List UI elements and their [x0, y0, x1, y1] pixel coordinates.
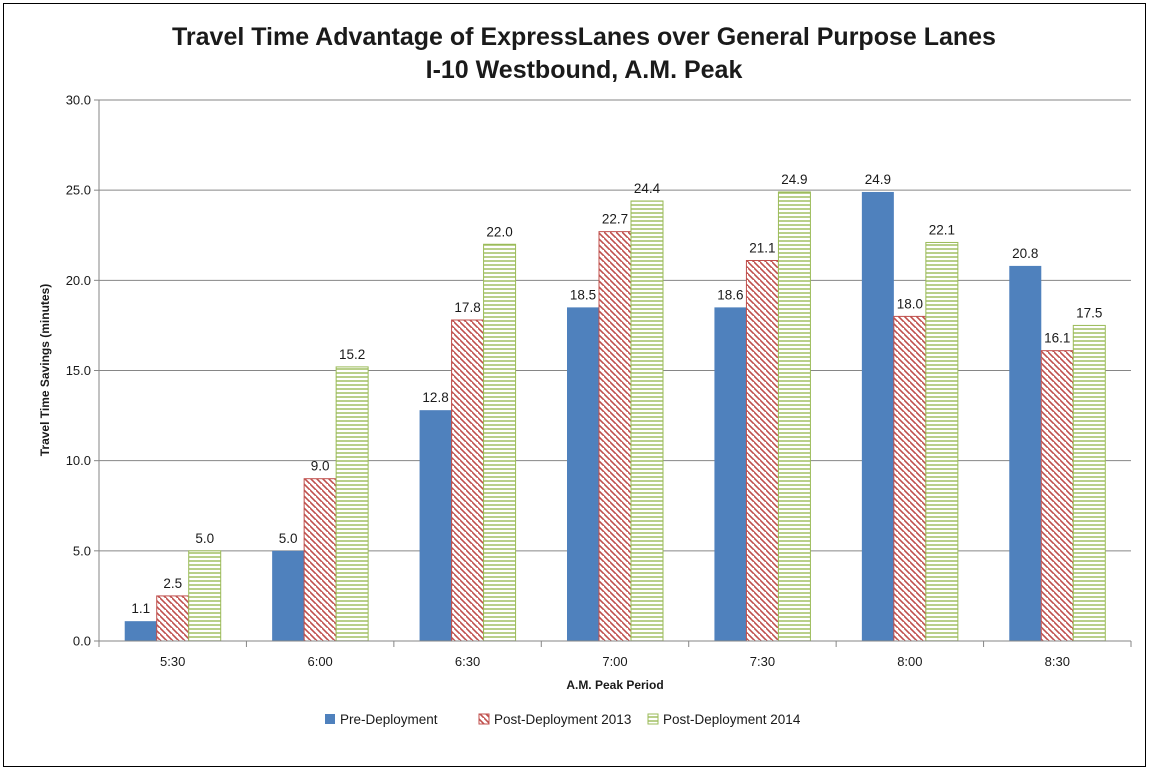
bar-post-deployment-2013-730: [745, 259, 779, 642]
bar-post-deployment-2014-730: [777, 191, 811, 642]
x-tick-label: 5:30: [160, 654, 185, 669]
data-label: 24.9: [865, 172, 891, 187]
data-label: 22.1: [929, 222, 955, 237]
bar-pre-deployment-600: [272, 550, 305, 641]
data-label: 9.0: [311, 459, 330, 474]
legend: Pre-Deployment Post-Deployment 2013 Post-D…: [325, 712, 801, 727]
legend-label: Post-Deployment 2014: [663, 712, 801, 727]
data-label: 22.7: [602, 212, 628, 227]
chart-subtitle: I-10 Westbound, A.M. Peak: [426, 56, 743, 84]
y-tick-label: 0.0: [73, 634, 91, 649]
x-tick-label: 8:30: [1045, 654, 1070, 669]
chart-title: Travel Time Advantage of ExpressLanes ov…: [172, 23, 996, 51]
x-tick-label: 6:00: [307, 654, 332, 669]
data-label: 12.8: [422, 390, 448, 405]
y-tick-label: 5.0: [73, 543, 91, 558]
bars: [124, 191, 1106, 642]
bar-post-deployment-2013-800: [893, 315, 927, 642]
x-axis-ticks: 5:30 6:00 6:30 7:00 7:30 8:00 8:30: [98, 641, 1132, 669]
bar-post-deployment-2014-830: [1072, 324, 1106, 642]
bar-chart: Travel Time Advantage of ExpressLanes ov…: [38, 23, 1132, 727]
chart-frame: Travel Time Advantage of ExpressLanes ov…: [3, 3, 1146, 767]
bar-post-deployment-2014-700: [630, 200, 664, 642]
y-axis-ticks: 0.0 5.0 10.0 15.0 20.0 25.0 30.0: [66, 93, 99, 649]
y-tick-label: 10.0: [66, 453, 91, 468]
data-label: 5.0: [279, 531, 298, 546]
data-label: 5.0: [195, 531, 214, 546]
data-label: 21.1: [749, 240, 775, 255]
data-label: 17.5: [1076, 305, 1102, 320]
data-labels: 1.1 2.5 5.0 5.0 9.0 15.2 12.8 17.8 22.0 18.5 22.7 2…: [131, 172, 1102, 616]
data-label: 18.0: [897, 296, 923, 311]
legend-swatch-post-deployment-2014: [647, 713, 659, 725]
y-tick-label: 20.0: [66, 273, 91, 288]
data-label: 24.9: [781, 172, 807, 187]
legend-swatch-pre-deployment: [325, 714, 335, 724]
data-label: 16.1: [1044, 331, 1070, 346]
bar-post-deployment-2014-630: [483, 243, 517, 642]
x-axis-title: A.M. Peak Period: [566, 678, 663, 692]
bar-post-deployment-2013-830: [1040, 350, 1074, 642]
legend-label: Pre-Deployment: [340, 712, 438, 727]
bar-post-deployment-2013-630: [451, 319, 485, 642]
bar-post-deployment-2014-530: [188, 550, 222, 642]
data-label: 18.5: [570, 287, 596, 302]
x-tick-label: 7:00: [602, 654, 627, 669]
bar-post-deployment-2014-600: [335, 366, 369, 642]
bar-pre-deployment-700: [567, 307, 599, 641]
bar-post-deployment-2014-800: [925, 241, 959, 642]
legend-swatch-post-deployment-2013: [478, 713, 490, 725]
data-label: 24.4: [634, 181, 661, 196]
bar-post-deployment-2013-600: [303, 478, 337, 642]
y-axis-title: Travel Time Savings (minutes): [38, 284, 52, 457]
bar-pre-deployment-530: [124, 621, 157, 641]
bar-pre-deployment-730: [714, 307, 747, 641]
data-label: 18.6: [717, 287, 743, 302]
bar-post-deployment-2013-700: [598, 231, 632, 642]
legend-label: Post-Deployment 2013: [494, 712, 631, 727]
x-tick-label: 8:00: [897, 654, 922, 669]
y-tick-label: 25.0: [66, 183, 91, 198]
data-label: 22.0: [486, 224, 512, 239]
data-label: 15.2: [339, 347, 365, 362]
x-tick-label: 6:30: [455, 654, 480, 669]
y-tick-label: 30.0: [66, 93, 91, 108]
data-label: 2.5: [163, 576, 182, 591]
bar-pre-deployment-630: [419, 410, 452, 641]
data-label: 17.8: [454, 300, 480, 315]
data-label: 1.1: [131, 601, 150, 616]
bar-post-deployment-2013-530: [156, 595, 190, 642]
data-label: 20.8: [1012, 246, 1038, 261]
x-tick-label: 7:30: [750, 654, 775, 669]
bar-pre-deployment-830: [1009, 265, 1042, 641]
bar-pre-deployment-800: [861, 191, 894, 641]
y-tick-label: 15.0: [66, 363, 91, 378]
